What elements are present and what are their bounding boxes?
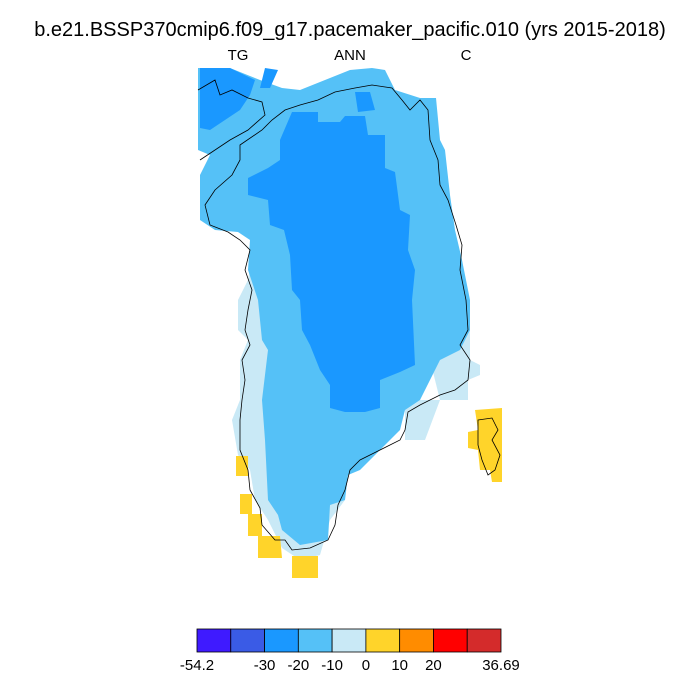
colorbar-swatch: [297, 628, 333, 653]
colorbar-swatch: [196, 628, 232, 653]
region-nw-patches: [200, 68, 375, 130]
colorbar-tick-label: 36.69: [482, 657, 520, 674]
colorbar-swatch: [365, 628, 401, 653]
region-dark-blue: [248, 112, 415, 412]
colorbar-tick-label: 20: [425, 657, 442, 674]
coastline: [197, 79, 501, 551]
colorbar-tick-label: -10: [321, 657, 343, 674]
left-label: TG: [228, 47, 249, 64]
colorbar-swatch: [264, 628, 299, 653]
colorbar-tick-label: 10: [391, 657, 408, 674]
colorbar-swatch: [399, 628, 434, 653]
colorbar: -54.2 -30 -20 -10 0 10 20 36.69: [180, 628, 520, 674]
colorbar-tick-label: -30: [254, 657, 276, 674]
chart-title: b.e21.BSSP370cmip6.f09_g17.pacemaker_pac…: [34, 19, 666, 41]
colorbar-tick-label: -20: [287, 657, 309, 674]
colorbar-swatch: [331, 628, 367, 653]
center-label: ANN: [334, 47, 366, 64]
colorbar-swatch: [466, 628, 502, 653]
map-area: [197, 68, 502, 578]
colorbar-tick-label: 0: [362, 657, 370, 674]
colorbar-swatch: [433, 628, 468, 653]
colorbar-swatch: [230, 628, 265, 653]
colorbar-tick-label: -54.2: [180, 657, 214, 674]
right-label: C: [461, 47, 472, 64]
